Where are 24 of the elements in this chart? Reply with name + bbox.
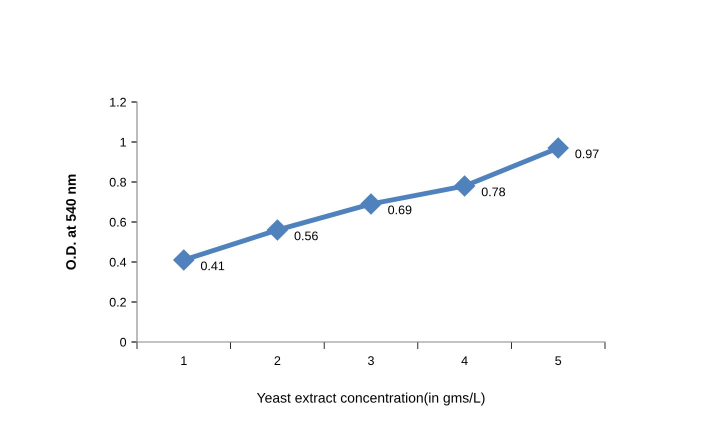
point [266,219,288,241]
y-tick-label: 1.2 [110,98,126,107]
y-tick-label: 0.2 [110,298,126,307]
y-tick-label: 0.6 [110,218,126,227]
data-label: 0.78 [482,187,506,196]
x-tick-label: 5 [555,356,562,366]
x-tick-label: 3 [368,356,374,366]
y-tick-label: 0 [120,338,126,347]
point [173,249,194,271]
data-label: 0.41 [200,261,224,270]
data-label: 0.56 [294,231,318,240]
point [360,193,382,215]
x-axis-title: Yeast extract concentration(in gms/L) [256,392,485,406]
y-tick-label: 1 [120,138,126,147]
y-tick-label: 0.4 [110,258,126,267]
data-label: 0.69 [388,205,412,214]
y-axis-title: O.D. at 540 nm [66,174,76,270]
y-tick-label: 0.8 [110,178,126,187]
x-tick-label: 1 [181,356,187,365]
data-label: 0.97 [575,149,599,158]
x-tick-label: 4 [461,356,468,365]
x-tick-label: 2 [274,356,280,365]
point [454,175,476,197]
point [548,137,569,159]
